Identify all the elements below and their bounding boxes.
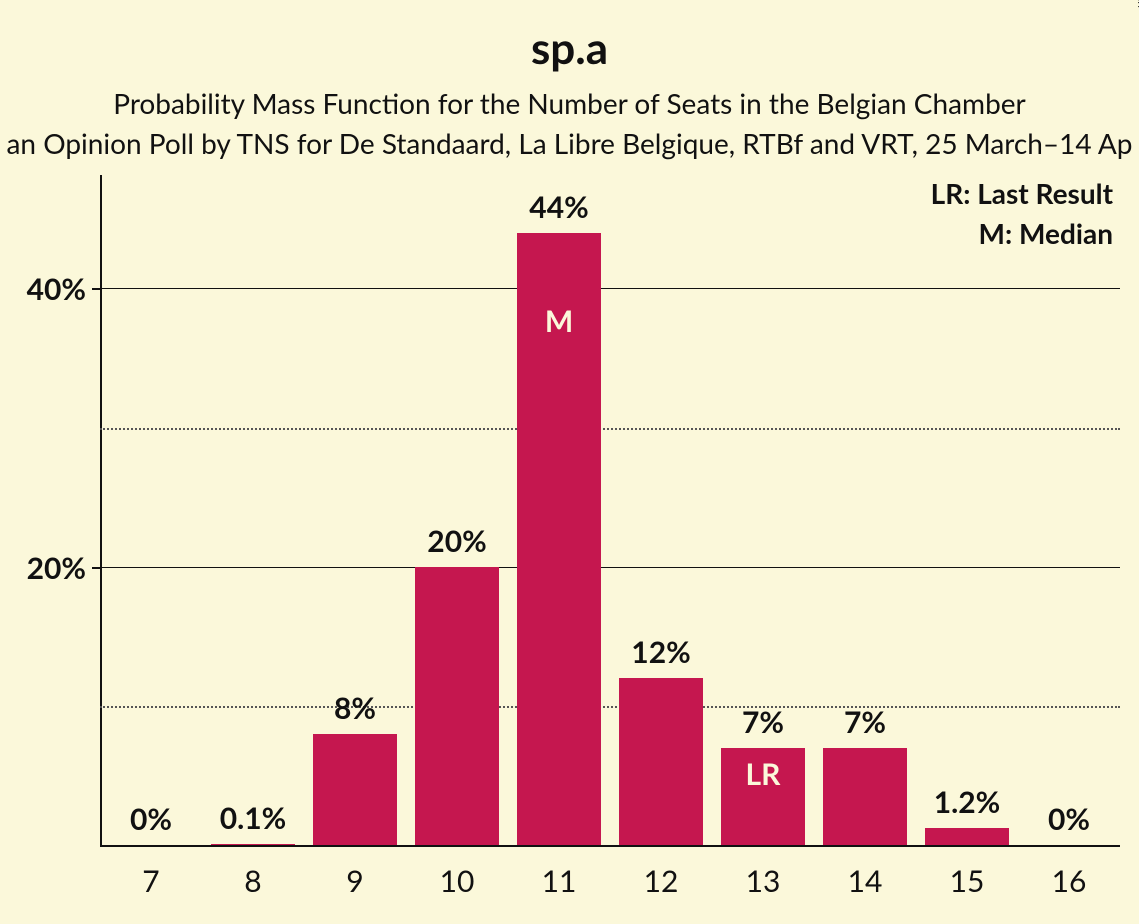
gridline-major bbox=[100, 567, 1120, 568]
x-tick-label: 9 bbox=[304, 863, 406, 899]
chart-subtitle-2: an Opinion Poll by TNS for De Standaard,… bbox=[0, 126, 1139, 160]
x-tick-label: 12 bbox=[610, 863, 712, 899]
x-tick-label: 7 bbox=[100, 863, 202, 899]
y-tick-label: 40% bbox=[27, 271, 86, 307]
x-tick-label: 14 bbox=[814, 863, 916, 899]
x-tick-label: 15 bbox=[916, 863, 1018, 899]
bar-value-label: 1.2% bbox=[916, 784, 1018, 820]
bar bbox=[211, 844, 295, 845]
bar-annotation: LR bbox=[712, 756, 814, 792]
bar-value-label: 44% bbox=[508, 189, 610, 225]
bar-annotation: M bbox=[508, 303, 610, 339]
x-tick-label: 11 bbox=[508, 863, 610, 899]
bar bbox=[619, 678, 703, 845]
y-axis bbox=[100, 175, 102, 845]
bar-value-label: 0% bbox=[1018, 801, 1120, 837]
y-tick-label: 20% bbox=[27, 550, 86, 586]
x-tick-label: 8 bbox=[202, 863, 304, 899]
bar bbox=[925, 828, 1009, 845]
x-tick-label: 13 bbox=[712, 863, 814, 899]
x-tick-label: 10 bbox=[406, 863, 508, 899]
x-tick-label: 16 bbox=[1018, 863, 1120, 899]
bar bbox=[313, 734, 397, 845]
gridline-minor bbox=[100, 428, 1120, 430]
bar bbox=[823, 748, 907, 845]
x-axis bbox=[100, 845, 1120, 847]
chart-title: sp.a bbox=[0, 22, 1139, 74]
y-tick-mark bbox=[92, 567, 100, 569]
chart-subtitle-1: Probability Mass Function for the Number… bbox=[0, 86, 1139, 120]
bar-value-label: 0% bbox=[100, 801, 202, 837]
gridline-major bbox=[100, 288, 1120, 289]
bar-value-label: 7% bbox=[712, 704, 814, 740]
copyright-text: © 2019 Filip van Laenen bbox=[1135, 0, 1139, 8]
bar-value-label: 0.1% bbox=[202, 800, 304, 836]
bar-value-label: 7% bbox=[814, 704, 916, 740]
gridline-minor bbox=[100, 706, 1120, 708]
bar-value-label: 20% bbox=[406, 523, 508, 559]
y-tick-mark bbox=[92, 288, 100, 290]
chart-canvas: © 2019 Filip van Laenen sp.a Probability… bbox=[0, 0, 1139, 924]
bar bbox=[415, 567, 499, 845]
plot-area: 20%40%0%70.1%88%920%1044%11M12%127%13LR7… bbox=[100, 205, 1120, 845]
bar-value-label: 12% bbox=[610, 634, 712, 670]
bar-value-label: 8% bbox=[304, 690, 406, 726]
